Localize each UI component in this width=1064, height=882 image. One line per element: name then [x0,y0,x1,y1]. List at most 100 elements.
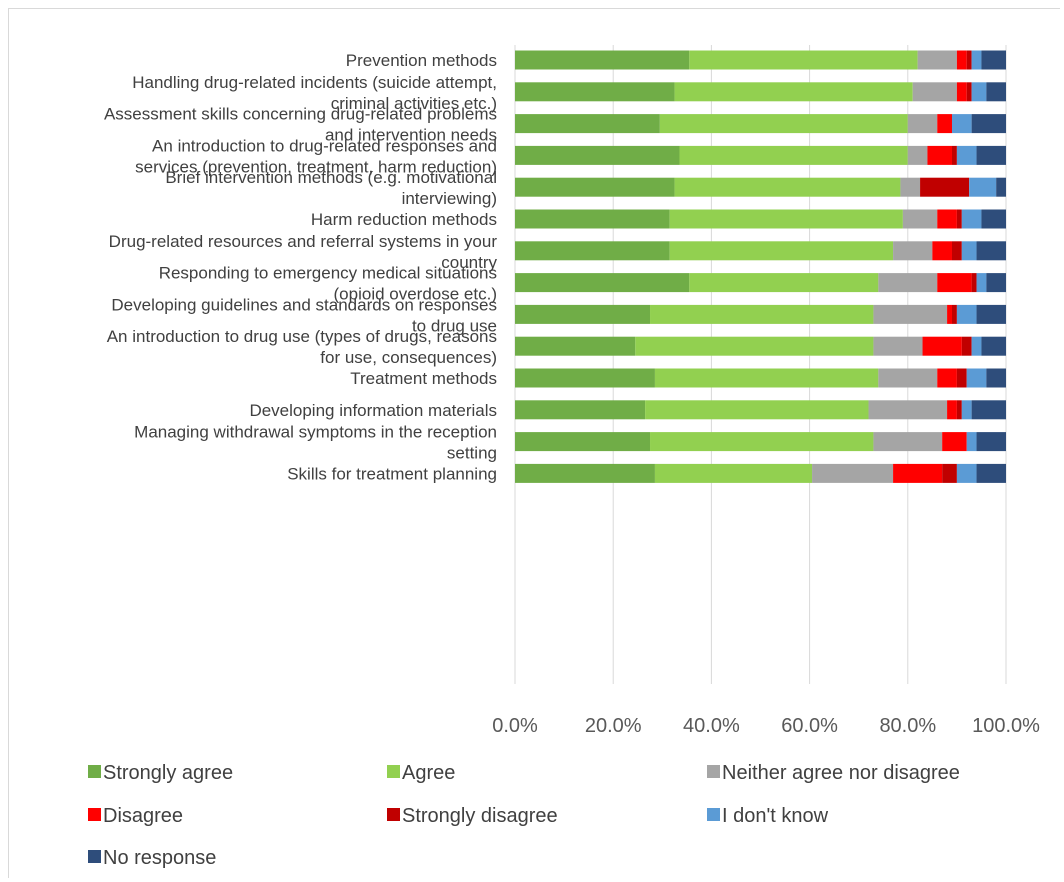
bar-disagree [947,400,957,420]
bar-agree [689,273,879,293]
bar-strongly-agree [515,209,670,229]
bar-neither-agree-nor-disagree [878,368,938,388]
bar-i-don-t-know [971,82,987,102]
bar-strongly-disagree [966,82,972,102]
x-tick-label: 60.0% [781,715,838,737]
x-tick-label: 20.0% [585,715,642,737]
x-tick-label: 100.0% [972,715,1040,737]
category-labels: Prevention methods Handling drug-related … [104,51,498,483]
bar-strongly-agree [515,432,651,452]
bar-disagree [922,336,962,356]
legend-swatch [88,850,101,863]
bar-no-response [976,463,1006,483]
bar-no-response [986,368,1006,388]
bar-no-response [971,114,1006,134]
bar-neither-agree-nor-disagree [893,241,933,261]
bar-strongly-agree [515,400,646,420]
bar-agree [674,82,913,102]
legend-label: Neither agree nor disagree [722,762,960,784]
legend: Strongly agree Agree Neither agree nor dis… [88,762,960,869]
bar-agree [650,304,874,324]
bar-neither-agree-nor-disagree [873,432,943,452]
bar-strongly-disagree [956,209,962,229]
legend-item-neither-agree-nor-disagree: Neither agree nor disagree [707,762,960,784]
bar-i-don-t-know [961,400,972,420]
bar-no-response [986,273,1006,293]
bar-agree [654,463,813,483]
bar-no-response [976,432,1006,452]
category-label: Handling drug-related incidents (suicide… [132,73,497,113]
bar-strongly-agree [515,82,675,102]
bar-i-don-t-know [969,177,997,197]
bar-strongly-agree [515,50,690,70]
category-label: Managing withdrawal symptoms in the rece… [134,423,497,463]
legend-swatch [88,808,101,821]
bar-i-don-t-know [956,145,977,165]
bar-i-don-t-know [971,336,982,356]
bar-neither-agree-nor-disagree [912,82,957,102]
bar-agree [689,50,918,70]
bar-strongly-agree [515,304,651,324]
bar-no-response [981,209,1006,229]
bar-neither-agree-nor-disagree [902,209,938,229]
legend-item-no-response: No response [88,847,216,869]
bar-i-don-t-know [976,273,987,293]
bar-no-response [986,82,1006,102]
legend-item-agree: Agree [387,762,455,784]
bar-agree [659,114,908,134]
bar-disagree [927,145,952,165]
bar-strongly-agree [515,368,655,388]
bar-strongly-disagree [961,336,972,356]
bar-agree [679,145,908,165]
legend-item-i-don-t-know: I don't know [707,805,829,827]
bar-neither-agree-nor-disagree [868,400,948,420]
bar-neither-agree-nor-disagree [873,336,923,356]
bar-disagree [893,463,943,483]
bar-disagree [947,304,952,324]
bar-no-response [981,50,1006,70]
x-tick-label: 40.0% [683,715,740,737]
category-label: Developing guidelines and standards on r… [111,295,497,335]
category-label: Harm reduction methods [311,210,497,229]
bar-no-response [976,304,1006,324]
bar-i-don-t-know [951,114,972,134]
bars-layer [515,50,1006,483]
bar-i-don-t-know [966,368,987,388]
bar-strongly-agree [515,241,670,261]
bar-strongly-agree [515,177,675,197]
legend-label: I don't know [722,805,829,827]
category-label: Drug-related resources and referral syst… [109,232,498,272]
bar-i-don-t-know [961,241,977,261]
bar-agree [635,336,874,356]
bar-agree [645,400,869,420]
legend-swatch [387,808,400,821]
category-label: An introduction to drug use (types of dr… [107,327,497,367]
bar-strongly-disagree [956,400,962,420]
bar-disagree [937,273,972,293]
legend-swatch [707,808,720,821]
bar-i-don-t-know [956,304,977,324]
category-label: Brief intervention methods (e.g. motivat… [165,168,497,208]
bar-neither-agree-nor-disagree [907,114,938,134]
category-label: Developing information materials [249,401,497,420]
bar-i-don-t-know [956,463,977,483]
bar-agree [650,432,874,452]
bar-strongly-disagree [956,368,967,388]
bar-agree [674,177,901,197]
legend-swatch [387,765,400,778]
bar-strongly-agree [515,145,680,165]
bar-strongly-disagree [966,50,972,70]
bar-neither-agree-nor-disagree [873,304,948,324]
bar-strongly-disagree [971,273,977,293]
bar-strongly-agree [515,273,690,293]
bar-strongly-disagree [951,241,962,261]
bar-disagree [942,432,967,452]
bar-strongly-disagree [942,463,957,483]
bar-agree [654,368,879,388]
bar-strongly-disagree [920,177,970,197]
bar-no-response [981,336,1006,356]
bar-no-response [976,241,1006,261]
category-label: Assessment skills concerning drug-relate… [104,105,497,145]
bar-neither-agree-nor-disagree [878,273,938,293]
x-tick-label: 80.0% [879,715,936,737]
